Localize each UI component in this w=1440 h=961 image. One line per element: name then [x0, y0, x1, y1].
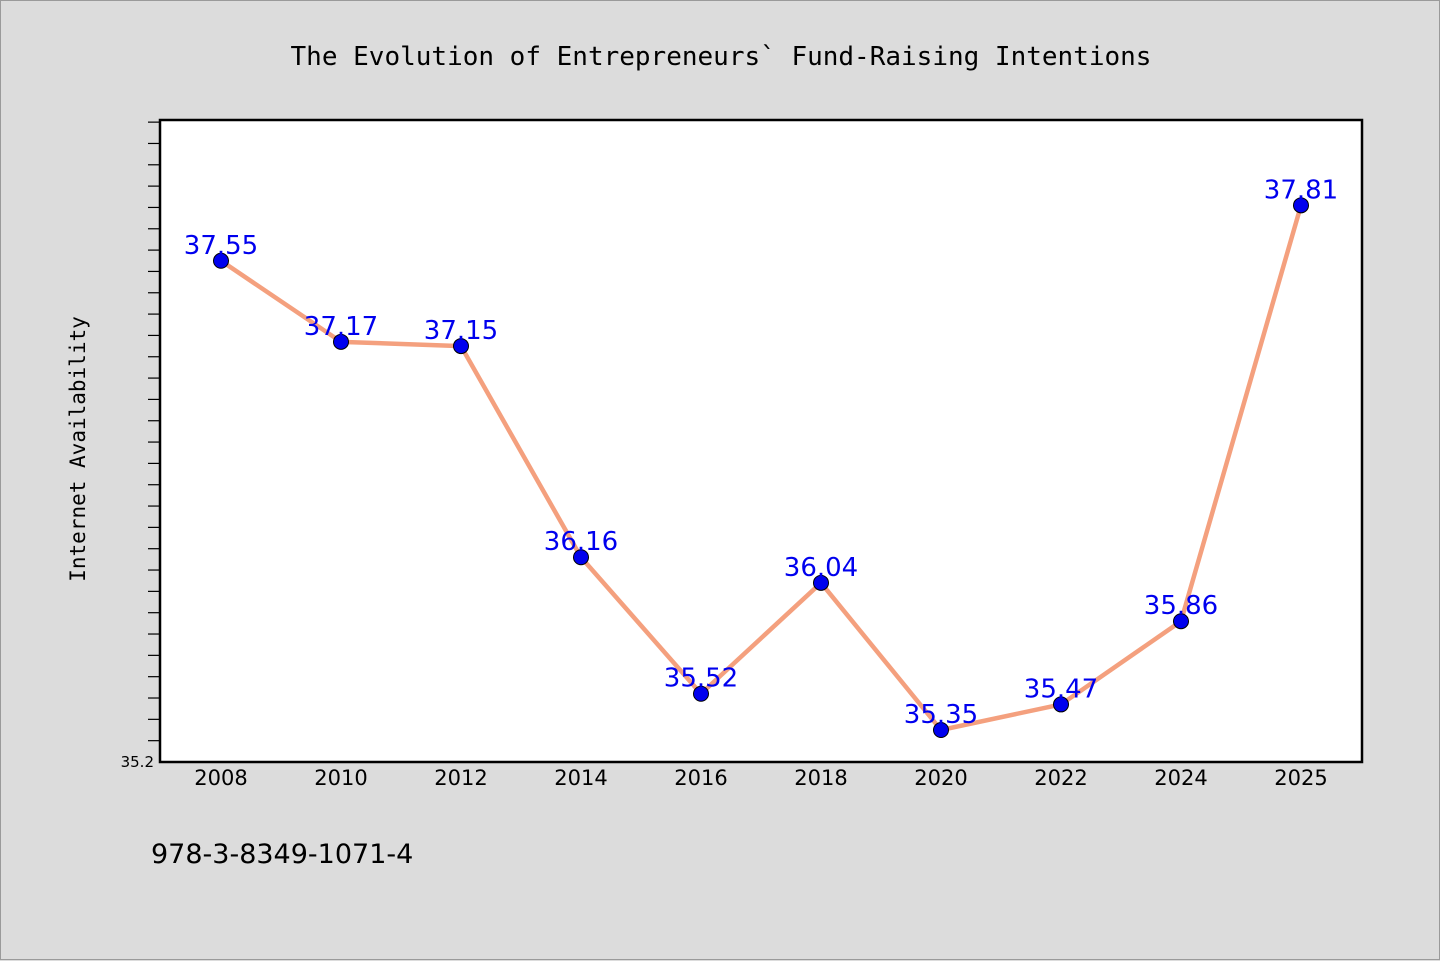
- data-point: [453, 338, 469, 355]
- series-markers: [213, 197, 1309, 739]
- series-line: [218, 203, 1304, 733]
- y-axis-label: Internet Availability: [66, 316, 90, 582]
- x-tick-label: 2010: [314, 766, 367, 790]
- x-tick-label: 2020: [914, 766, 967, 790]
- data-label: 36.04: [784, 553, 858, 583]
- x-tick-label: 2022: [1034, 766, 1087, 790]
- data-label: 36.16: [544, 527, 618, 557]
- data-label: 37.81: [1264, 175, 1338, 205]
- x-tick-label: 2025: [1274, 766, 1327, 790]
- data-label: 37.17: [304, 312, 378, 342]
- data-point: [213, 252, 229, 269]
- data-label: 35.47: [1024, 674, 1098, 704]
- data-label: 35.35: [904, 700, 978, 730]
- x-tick-label: 2008: [194, 766, 247, 790]
- data-point: [1293, 197, 1309, 214]
- y-axis-ticks: [148, 121, 160, 742]
- data-point: [933, 722, 949, 739]
- footnote: 978-3-8349-1071-4: [151, 839, 413, 870]
- data-label: 37.55: [184, 231, 258, 261]
- x-tick-label: 2014: [554, 766, 607, 790]
- x-tick-label: 2018: [794, 766, 847, 790]
- data-point: [693, 685, 709, 702]
- data-point: [1173, 613, 1189, 630]
- x-axis-tick-labels: 2008 2010 2012 2014 2016 2018 2020 2022 2024 2025: [194, 766, 1327, 790]
- y-axis-tick-labels: 35.2: [121, 753, 154, 771]
- x-tick-label: 2024: [1154, 766, 1207, 790]
- data-point: [813, 574, 829, 591]
- data-point: [573, 549, 589, 566]
- series-polyline: [218, 203, 1304, 733]
- data-label: 37.15: [424, 316, 498, 346]
- data-label: 35.86: [1144, 591, 1218, 621]
- data-point: [1053, 696, 1069, 713]
- chart-title: The Evolution of Entrepreneurs` Fund-Rai…: [291, 42, 1152, 72]
- y-tick-label: 35.2: [121, 753, 154, 771]
- x-tick-label: 2016: [674, 766, 727, 790]
- data-labels: 37.55 37.17 37.15 36.16 35.52 36.04 35.35 35.47…: [184, 175, 1338, 730]
- x-tick-label: 2012: [434, 766, 487, 790]
- data-label: 35.52: [664, 664, 738, 694]
- data-point: [333, 333, 349, 350]
- plot-area: [158, 118, 1364, 764]
